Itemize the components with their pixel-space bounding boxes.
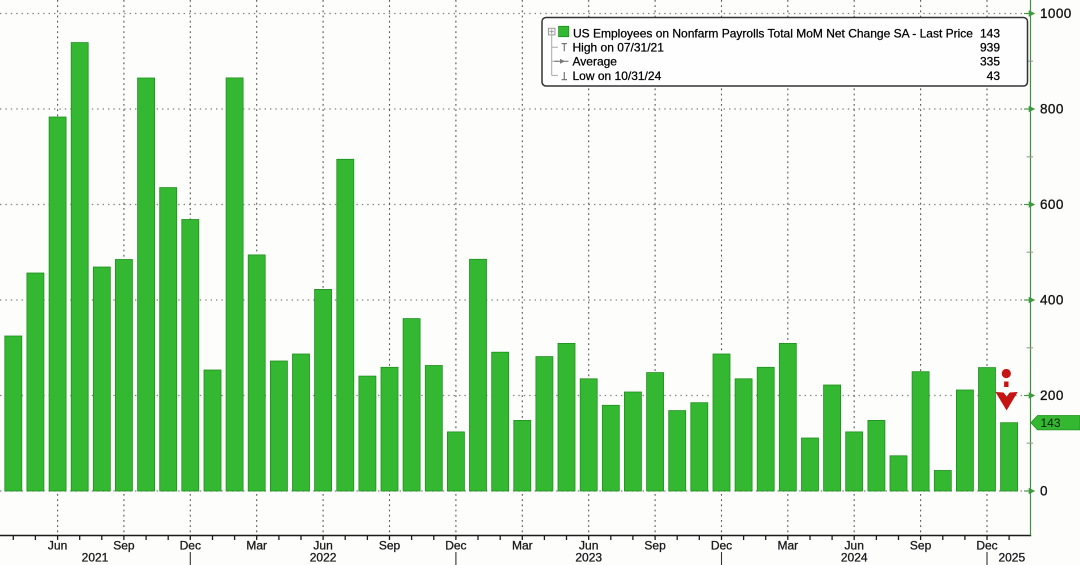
svg-text:1000: 1000 xyxy=(1040,6,1072,21)
svg-text:335: 335 xyxy=(980,55,1000,69)
svg-text:Sep: Sep xyxy=(644,539,666,553)
svg-text:Mar: Mar xyxy=(512,539,533,553)
svg-text:Sep: Sep xyxy=(910,539,932,553)
svg-text:Jun: Jun xyxy=(48,539,67,553)
svg-text:800: 800 xyxy=(1040,102,1064,117)
svg-text:600: 600 xyxy=(1040,197,1064,212)
svg-text:2024: 2024 xyxy=(841,550,868,564)
svg-text:200: 200 xyxy=(1040,388,1064,403)
svg-text:US Employees on Nonfarm Payrol: US Employees on Nonfarm Payrolls Total M… xyxy=(573,27,973,41)
svg-text:High on 07/31/21: High on 07/31/21 xyxy=(573,41,665,55)
svg-text:Low on 10/31/24: Low on 10/31/24 xyxy=(573,69,662,83)
svg-text:0: 0 xyxy=(1040,484,1048,499)
svg-text:Jun: Jun xyxy=(313,539,332,553)
svg-text:Dec: Dec xyxy=(711,539,732,553)
svg-text:Jun: Jun xyxy=(579,539,598,553)
svg-text:Sep: Sep xyxy=(379,539,401,553)
svg-text:143: 143 xyxy=(1041,416,1061,430)
svg-text:2025: 2025 xyxy=(998,550,1025,564)
svg-text:Dec: Dec xyxy=(976,539,997,553)
svg-text:Mar: Mar xyxy=(777,539,798,553)
svg-text:2022: 2022 xyxy=(310,550,337,564)
svg-text:Jun: Jun xyxy=(845,539,864,553)
svg-text:Sep: Sep xyxy=(113,539,135,553)
svg-text:400: 400 xyxy=(1040,293,1064,308)
svg-text:143: 143 xyxy=(980,27,1000,41)
svg-text:Mar: Mar xyxy=(246,539,267,553)
svg-text:Dec: Dec xyxy=(445,539,466,553)
svg-text:2021: 2021 xyxy=(82,550,109,564)
svg-text:2023: 2023 xyxy=(575,550,602,564)
svg-text:Average: Average xyxy=(573,55,618,69)
svg-text:Dec: Dec xyxy=(180,539,201,553)
svg-text:939: 939 xyxy=(980,41,1000,55)
svg-text:43: 43 xyxy=(987,69,1001,83)
